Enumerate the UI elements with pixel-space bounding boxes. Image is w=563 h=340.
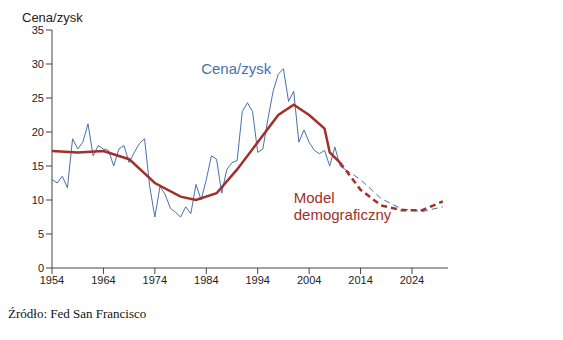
svg-text:1954: 1954 [40, 274, 64, 286]
svg-text:5: 5 [38, 228, 44, 240]
svg-text:30: 30 [32, 58, 44, 70]
svg-text:35: 35 [32, 24, 44, 36]
svg-text:10: 10 [32, 194, 44, 206]
svg-text:Modeldemograficzny: Modeldemograficzny [294, 189, 392, 223]
svg-text:25: 25 [32, 92, 44, 104]
html-text:Cena/zysk: Cena/zysk [22, 10, 83, 25]
svg-text:Cena/zysk: Cena/zysk [201, 60, 272, 77]
svg-text:1984: 1984 [194, 274, 218, 286]
svg-text:1964: 1964 [91, 274, 115, 286]
svg-text:2004: 2004 [297, 274, 321, 286]
svg-text:15: 15 [32, 160, 44, 172]
svg-text:0: 0 [38, 262, 44, 274]
svg-text:2014: 2014 [348, 274, 372, 286]
svg-text:1974: 1974 [143, 274, 167, 286]
svg-text:1994: 1994 [245, 274, 269, 286]
svg-text:20: 20 [32, 126, 44, 138]
html-text:Źródło: Fed San Francisco: Źródło: Fed San Francisco [8, 306, 147, 321]
svg-text:2024: 2024 [400, 274, 424, 286]
